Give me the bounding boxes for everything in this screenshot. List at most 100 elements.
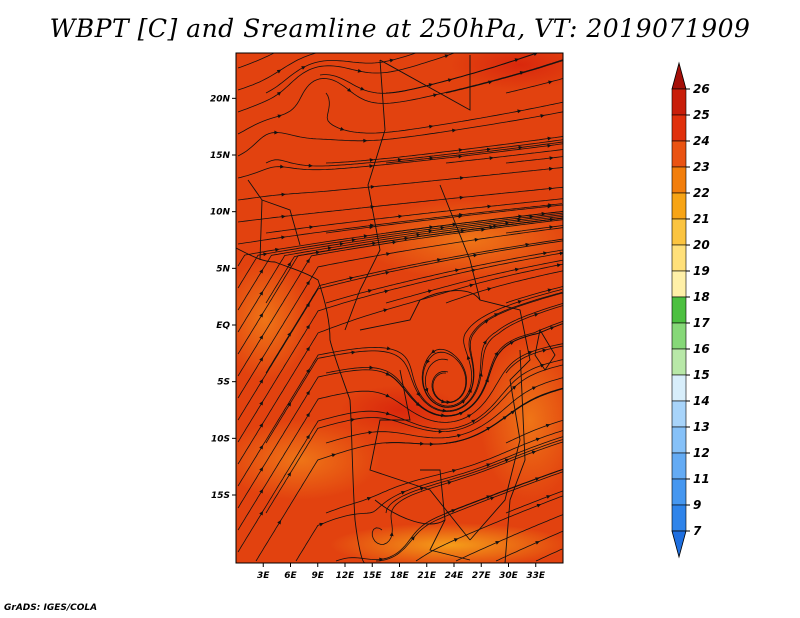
streamline-arrowhead xyxy=(458,154,463,159)
streamline-arrowhead xyxy=(259,401,264,406)
streamline-arrowhead xyxy=(466,355,471,360)
streamline-arrowhead xyxy=(259,291,264,296)
streamline-arrowhead xyxy=(351,238,356,242)
streamline xyxy=(237,59,563,135)
lat-tick-label: 20N xyxy=(210,94,231,104)
streamline-arrowhead xyxy=(274,130,279,135)
streamline-arrowhead xyxy=(535,541,540,545)
streamline-arrowhead xyxy=(457,433,462,438)
streamline-arrowhead xyxy=(367,289,373,293)
streamline-arrowhead xyxy=(429,124,434,129)
streamline-arrowhead xyxy=(259,511,264,516)
streamline xyxy=(535,548,563,562)
streamline-arrowhead xyxy=(559,251,563,256)
streamline-arrowhead xyxy=(531,386,537,391)
colorbar-bin xyxy=(671,192,687,220)
colorbar-label: 14 xyxy=(693,394,710,408)
streamline-arrowhead xyxy=(478,372,483,377)
streamline-arrowhead xyxy=(490,496,495,501)
streamline-arrowhead xyxy=(549,156,554,161)
streamline xyxy=(385,141,563,164)
colorbar-bin xyxy=(671,478,687,506)
streamline-arrowhead xyxy=(437,258,442,262)
streamline xyxy=(237,343,563,531)
streamline-arrowhead xyxy=(259,335,264,340)
streamline-arrowhead xyxy=(547,143,552,148)
streamline xyxy=(445,468,563,514)
streamline-arrowhead xyxy=(259,269,264,274)
streamline xyxy=(265,305,563,444)
streamline-arrowhead xyxy=(528,350,533,355)
colorbar-label: 13 xyxy=(693,420,710,434)
lat-tick-label: 5N xyxy=(216,264,230,274)
streamline-arrowhead xyxy=(510,410,516,415)
streamline-arrowhead xyxy=(259,357,264,362)
streamline-arrowhead xyxy=(397,157,403,162)
streamline-arrowhead xyxy=(363,234,368,239)
colorbar-bin xyxy=(671,88,687,116)
streamline xyxy=(237,203,562,245)
streamline-arrowhead xyxy=(398,214,403,219)
streamline-arrowhead xyxy=(370,185,375,189)
streamline-arrowhead xyxy=(467,414,472,419)
streamline-arrowhead xyxy=(259,467,264,472)
streamline-arrowhead xyxy=(458,214,463,219)
colorbar: 7 9 11 12 13 14 15 16 17 18 19 20 21 22 23 24 25 26 xyxy=(671,61,710,559)
colorbar-bin xyxy=(671,296,687,324)
streamline-arrowhead xyxy=(441,399,446,404)
streamline-arrowhead xyxy=(369,164,374,169)
streamline xyxy=(505,225,563,234)
longitude-axis: 3E 6E 9E 12E 15E 18E 21E 24E 27E 30E 33E xyxy=(257,563,546,581)
streamline xyxy=(371,441,563,545)
streamline-arrowhead xyxy=(433,93,438,98)
streamline-arrowhead xyxy=(369,365,374,370)
colorbar-label: 19 xyxy=(693,264,710,278)
streamline-arrowhead xyxy=(281,235,286,240)
streamline-arrowhead xyxy=(369,225,374,230)
lon-tick-label: 12E xyxy=(336,571,356,581)
streamline-arrowhead xyxy=(486,426,491,431)
streamline xyxy=(237,212,563,289)
colorbar-label: 7 xyxy=(693,524,702,538)
grads-credit: GrADS: IGES/COLA xyxy=(4,603,98,613)
streamline-arrowhead xyxy=(416,232,421,237)
streamline-arrowhead xyxy=(487,287,492,292)
streamline-arrowhead xyxy=(489,156,494,161)
streamline-arrowhead xyxy=(460,228,466,233)
streamline-arrowhead xyxy=(386,346,392,351)
streamline-arrowhead xyxy=(547,204,552,209)
chart-title: WBPT [C] and Sreamline at 250hPa, VT: 20… xyxy=(49,14,751,43)
streamline xyxy=(385,259,563,304)
streamline-arrowhead xyxy=(305,346,310,352)
colorbar-label: 16 xyxy=(693,342,710,356)
streamline-arrowhead xyxy=(505,221,510,226)
streamline-arrowhead xyxy=(281,192,286,197)
streamline xyxy=(385,323,563,417)
streamline-arrowhead xyxy=(452,469,457,473)
streamline-arrowhead xyxy=(460,399,466,404)
streamline-arrowhead xyxy=(349,276,354,281)
streamline-arrowhead xyxy=(453,538,459,542)
streamline-arrowhead xyxy=(518,214,523,219)
streamline-arrowhead xyxy=(327,246,333,251)
streamline-arrowhead xyxy=(486,495,491,499)
streamline-arrowhead xyxy=(379,557,384,562)
lat-tick-label: 10N xyxy=(210,208,231,218)
streamline-arrowhead xyxy=(495,541,500,545)
streamline-arrowhead xyxy=(535,477,540,482)
streamline-arrowhead xyxy=(426,359,430,364)
colorbar-label: 24 xyxy=(693,134,710,148)
streamline xyxy=(237,214,563,311)
streamline-arrowhead xyxy=(369,158,374,162)
streamline-arrowhead xyxy=(540,114,545,118)
streamline xyxy=(237,252,563,443)
streamline-arrowhead xyxy=(385,393,391,398)
streamline-arrowhead xyxy=(549,217,555,222)
streamline-arrowhead xyxy=(277,114,282,119)
streamline-arrowhead xyxy=(471,419,476,424)
colorbar-bin xyxy=(671,244,687,272)
lon-tick-label: 9E xyxy=(312,571,325,581)
colorbar-label: 18 xyxy=(693,290,710,304)
streamline xyxy=(237,359,563,553)
streamline-arrowhead xyxy=(431,349,436,354)
